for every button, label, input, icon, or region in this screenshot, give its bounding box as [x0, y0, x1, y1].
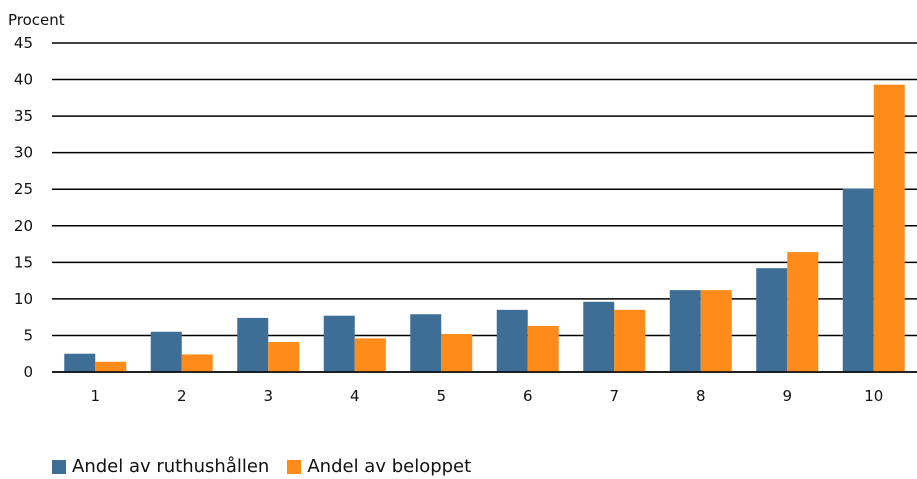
legend: Andel av ruthushållen Andel av beloppet — [52, 456, 489, 477]
bar-series-2-2 — [181, 354, 213, 372]
y-tick-label: 35 — [14, 107, 33, 125]
x-tick-labels: 1 2 3 4 5 6 7 8 9 10 — [90, 387, 883, 405]
x-tick-label: 10 — [864, 387, 883, 405]
bar-series-1-9 — [756, 268, 788, 372]
bar-series-2-5 — [441, 333, 473, 372]
y-tick-label: 40 — [14, 71, 33, 89]
x-tick-label: 2 — [177, 387, 187, 405]
bars — [52, 84, 917, 373]
legend-label-series-1: Andel av ruthushållen — [72, 456, 270, 477]
bar-series-2-6 — [527, 325, 559, 372]
x-tick-label: 5 — [436, 387, 446, 405]
bar-series-1-6 — [496, 309, 528, 372]
legend-item-series-1: Andel av ruthushållen — [52, 456, 269, 477]
bar-series-2-1 — [95, 361, 127, 372]
bar-series-1-10 — [842, 188, 874, 372]
bar-series-1-8 — [669, 290, 701, 372]
bar-series-1-1 — [64, 353, 96, 372]
legend-item-series-2: Andel av beloppet — [287, 456, 471, 477]
bar-series-2-9 — [787, 252, 819, 372]
x-tick-label: 3 — [263, 387, 273, 405]
y-axis-label: Procent — [8, 11, 65, 29]
legend-swatch-series-2 — [287, 459, 302, 474]
y-tick-label: 5 — [23, 326, 33, 344]
bar-series-2-7 — [614, 309, 646, 372]
y-tick-label: 0 — [23, 363, 33, 381]
x-tick-label: 6 — [523, 387, 533, 405]
bar-series-2-8 — [700, 290, 732, 372]
x-tick-label: 9 — [782, 387, 792, 405]
y-tick-label: 10 — [14, 290, 33, 308]
y-tick-label: 30 — [14, 144, 33, 162]
gridlines — [52, 42, 917, 373]
y-tick-label: 15 — [14, 253, 33, 271]
y-tick-label: 25 — [14, 180, 33, 198]
legend-swatch-series-1 — [52, 459, 66, 474]
x-tick-label: 4 — [350, 387, 360, 405]
bar-series-2-3 — [268, 342, 300, 372]
x-tick-label: 8 — [696, 387, 706, 405]
y-tick-label: 45 — [14, 34, 33, 52]
bar-series-1-2 — [150, 331, 182, 372]
x-tick-label: 1 — [90, 387, 100, 405]
y-tick-labels: 0 5 10 15 20 25 30 35 40 45 — [14, 34, 33, 381]
x-tick-label: 7 — [609, 387, 619, 405]
bar-series-2-4 — [354, 338, 386, 372]
bar-series-1-5 — [410, 314, 442, 372]
bar-series-1-4 — [323, 315, 355, 372]
bar-series-1-3 — [237, 317, 269, 372]
legend-label-series-2: Andel av beloppet — [307, 456, 472, 477]
y-tick-label: 20 — [14, 217, 33, 235]
bar-series-2-10 — [873, 84, 905, 372]
bar-series-1-7 — [583, 301, 615, 372]
